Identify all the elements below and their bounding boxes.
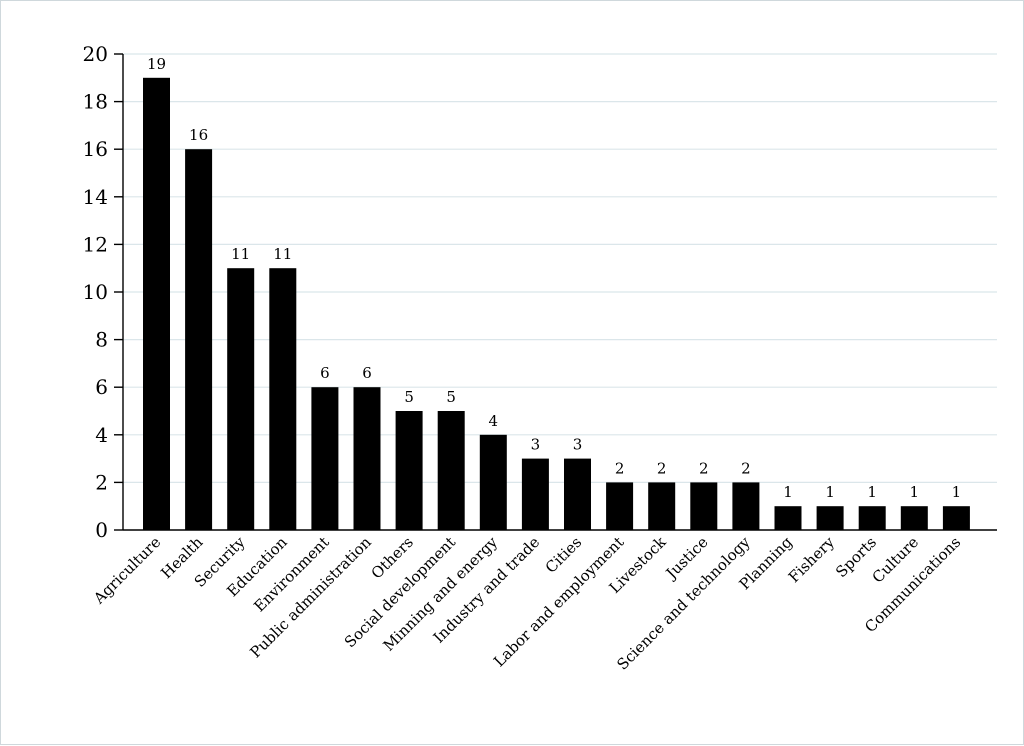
bar-sports	[858, 506, 886, 530]
data-label: 3	[531, 436, 541, 454]
data-label: 3	[573, 436, 583, 454]
bar-cities	[564, 458, 591, 530]
y-tick-label: 2	[95, 470, 108, 494]
category-labels: AgricultureHealthSecurityEducationEnviro…	[89, 532, 964, 673]
y-tick-labels: 0 2 4 6 8 10 12 14 16 18 20	[83, 42, 108, 542]
data-label: 1	[783, 483, 793, 501]
data-label: 2	[741, 459, 751, 477]
bar-environment	[311, 387, 339, 530]
data-label: 1	[825, 483, 835, 501]
bar-agriculture	[143, 77, 170, 531]
bar-communications	[942, 506, 970, 530]
y-tick-label: 0	[95, 518, 108, 542]
y-tick-label: 10	[83, 280, 108, 304]
y-tick-label: 12	[83, 232, 108, 256]
bar-minning-and-energy	[479, 434, 507, 530]
bar-science-and-technology	[732, 482, 760, 530]
bar-education	[269, 268, 297, 530]
bar-others	[395, 411, 423, 530]
y-tick-label: 8	[95, 328, 108, 352]
bar-culture	[900, 506, 928, 530]
bar-public-administration	[353, 387, 381, 530]
data-label: 4	[489, 412, 499, 430]
data-label: 5	[404, 388, 414, 406]
bars	[143, 77, 970, 531]
data-label: 2	[699, 459, 709, 477]
data-label: 11	[273, 245, 292, 263]
y-tick-label: 20	[83, 42, 108, 66]
bar-health	[185, 149, 213, 530]
grid-lines	[123, 53, 997, 483]
bar-livestock	[648, 482, 676, 530]
y-tick-label: 16	[83, 137, 108, 161]
data-label: 6	[320, 364, 330, 382]
data-label: 1	[867, 483, 877, 501]
y-tick-label: 6	[95, 375, 108, 399]
axes	[114, 53, 997, 531]
data-label: 1	[952, 483, 962, 501]
data-label: 5	[446, 388, 456, 406]
bar-justice	[690, 482, 718, 530]
bar-industry-and-trade	[521, 458, 549, 530]
bar-fishery	[816, 506, 844, 530]
bar-security	[227, 268, 255, 530]
data-label: 1	[910, 483, 920, 501]
bar-planning	[774, 506, 802, 530]
data-label: 2	[615, 459, 625, 477]
y-tick-label: 18	[83, 90, 108, 114]
data-label: 19	[147, 55, 166, 73]
y-tick-label: 14	[83, 185, 108, 209]
bar-labor-and-employment	[606, 482, 634, 530]
data-label: 2	[657, 459, 667, 477]
bar-social-development	[437, 411, 465, 530]
category-label: Fishery	[785, 533, 838, 586]
data-label: 16	[189, 126, 208, 144]
y-tick-label: 4	[95, 423, 108, 447]
data-label: 11	[231, 245, 250, 263]
data-label: 6	[362, 364, 372, 382]
category-label: Agriculture	[89, 533, 164, 608]
